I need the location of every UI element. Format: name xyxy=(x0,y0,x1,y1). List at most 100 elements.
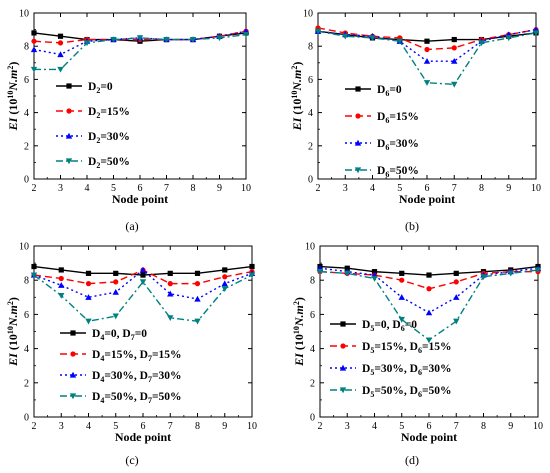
data-point xyxy=(30,272,38,279)
y-tick-label: 6 xyxy=(310,310,315,321)
legend-entry-2: D4=15%, D7=15% xyxy=(60,349,182,363)
y-tick-label: 2 xyxy=(308,141,313,152)
x-tick-label: 3 xyxy=(345,421,350,432)
data-point xyxy=(451,57,458,64)
x-tick-label: 3 xyxy=(343,183,348,194)
data-point xyxy=(505,35,512,42)
x-tick-label: 8 xyxy=(479,183,484,194)
data-point xyxy=(167,290,174,297)
legend-entry-1: D2=0 xyxy=(56,81,113,95)
x-tick-label: 9 xyxy=(506,183,511,194)
x-tick-label: 7 xyxy=(452,183,457,194)
legend-marker xyxy=(355,86,361,92)
y-tick-label: 2 xyxy=(310,378,315,389)
data-point xyxy=(425,337,433,344)
legend-entry-3: D2=30% xyxy=(56,131,130,145)
data-point xyxy=(242,31,250,38)
x-tick-label: 8 xyxy=(191,183,196,194)
data-point xyxy=(396,38,403,45)
legend-label: D4=0, D7=0 xyxy=(92,328,147,342)
x-tick-label: 4 xyxy=(372,421,377,432)
x-tick-label: 2 xyxy=(32,421,37,432)
data-point xyxy=(249,263,255,270)
data-point xyxy=(194,318,201,325)
data-point xyxy=(57,40,64,46)
legend-entry-4: D2=50% xyxy=(56,156,130,170)
data-point xyxy=(85,294,92,300)
data-point xyxy=(426,286,432,292)
legend-marker xyxy=(340,343,346,349)
data-point xyxy=(532,30,540,37)
y-tick-label: 0 xyxy=(308,175,313,186)
data-point xyxy=(371,269,378,275)
data-point xyxy=(342,33,349,40)
x-tick-label: 2 xyxy=(32,183,37,194)
data-point xyxy=(398,294,405,300)
legend-entry-1: D6=0 xyxy=(345,84,402,98)
x-tick-label: 6 xyxy=(138,183,143,194)
y-tick-label: 8 xyxy=(310,276,315,287)
data-point xyxy=(113,279,119,285)
data-point xyxy=(451,45,457,51)
legend-label: D6=15% xyxy=(377,111,419,125)
legend-marker xyxy=(66,83,72,89)
data-point xyxy=(194,295,201,302)
data-point xyxy=(167,270,173,276)
legend-marker xyxy=(70,330,76,336)
legend-marker xyxy=(354,139,362,146)
y-tick-label: 10 xyxy=(303,9,313,20)
data-point xyxy=(371,275,378,282)
x-tick-label: 6 xyxy=(427,421,432,432)
series-4 xyxy=(30,31,250,73)
data-point xyxy=(425,309,433,316)
data-point xyxy=(344,265,350,271)
y-tick-label: 0 xyxy=(24,413,29,424)
data-point xyxy=(167,281,173,287)
legend-entry-2: D5=15%, D6=15% xyxy=(330,341,452,355)
data-point xyxy=(369,35,376,42)
data-point xyxy=(167,315,174,322)
data-point xyxy=(112,313,119,320)
x-axis-label: Node point xyxy=(401,430,457,444)
y-tick-label: 6 xyxy=(24,310,29,321)
data-point xyxy=(424,38,430,44)
x-tick-label: 7 xyxy=(164,183,169,194)
panel-caption: (a) xyxy=(125,219,138,233)
panel-caption: (b) xyxy=(405,219,419,233)
data-point xyxy=(424,46,430,53)
x-tick-label: 9 xyxy=(217,183,222,194)
x-tick-label: 9 xyxy=(222,421,227,432)
data-point xyxy=(58,275,64,282)
data-point xyxy=(83,40,91,47)
data-point xyxy=(221,286,228,292)
legend-marker xyxy=(355,113,361,119)
data-point xyxy=(136,35,144,42)
legend-label: D4=30%, D7=30% xyxy=(92,370,182,384)
data-point xyxy=(85,281,92,287)
y-tick-label: 0 xyxy=(24,175,29,186)
data-point xyxy=(248,272,256,279)
legend-label: D2=50% xyxy=(88,156,130,170)
legend-label: D6=30% xyxy=(377,138,419,152)
x-tick-label: 7 xyxy=(168,421,173,432)
legend-label: D5=50%, D6=50% xyxy=(362,385,452,399)
legend-marker xyxy=(340,321,346,327)
x-tick-label: 2 xyxy=(318,421,323,432)
legend-entry-3: D5=30%, D6=30% xyxy=(330,363,452,377)
data-point xyxy=(31,263,37,270)
x-tick-label: 5 xyxy=(397,183,402,194)
x-tick-label: 3 xyxy=(58,183,63,194)
x-axis-label: Node point xyxy=(115,430,171,444)
y-tick-label: 6 xyxy=(24,75,29,86)
legend-marker xyxy=(354,167,362,174)
x-tick-label: 6 xyxy=(425,183,430,194)
x-tick-label: 6 xyxy=(141,421,146,432)
data-point xyxy=(222,274,228,280)
y-tick-label: 8 xyxy=(24,42,29,53)
legend-label: D5=15%, D6=15% xyxy=(362,341,452,355)
data-point xyxy=(222,267,228,273)
x-tick-label: 10 xyxy=(241,183,251,194)
y-tick-label: 10 xyxy=(305,242,315,253)
data-point xyxy=(110,36,117,43)
